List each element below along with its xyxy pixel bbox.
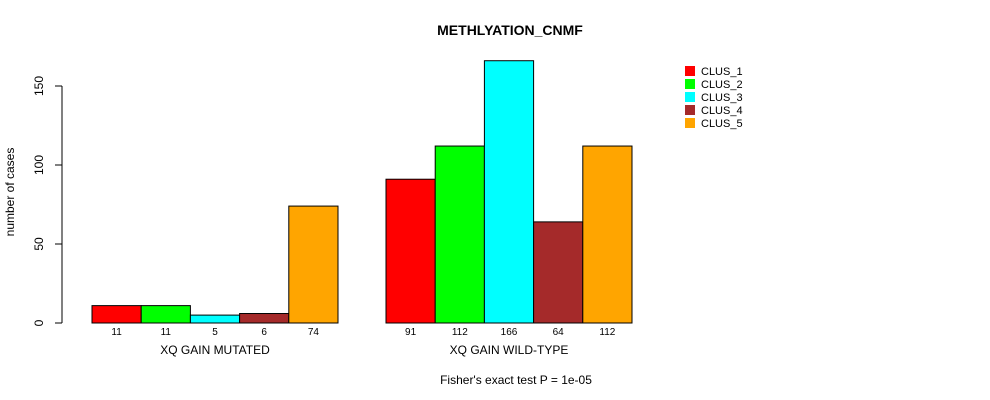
legend-swatch (685, 105, 695, 115)
chart-title: METHLYATION_CNMF (437, 22, 583, 38)
y-tick-label: 50 (32, 237, 46, 251)
count-label: 64 (553, 327, 565, 338)
count-labels: 11 11 5 6 74 91 112 166 64 112 (111, 327, 615, 338)
legend-label: CLUS_4 (701, 105, 743, 117)
group-labels: XQ GAIN MUTATED XQ GAIN WILD-TYPE (160, 343, 568, 357)
count-label: 5 (212, 327, 218, 338)
count-label: 11 (161, 327, 172, 338)
legend-swatch (685, 92, 695, 102)
bars (91, 60, 633, 324)
bar-clus-5-group-2 (582, 145, 633, 324)
legend-label: CLUS_1 (701, 66, 743, 78)
legend-label: CLUS_5 (701, 118, 743, 130)
group-label: XQ GAIN WILD-TYPE (450, 343, 569, 357)
y-ticks: 0 50 100 150 (32, 76, 62, 326)
legend-label: CLUS_2 (701, 79, 743, 91)
legend-swatch (685, 79, 695, 89)
group-label: XQ GAIN MUTATED (160, 343, 270, 357)
count-label: 166 (501, 327, 518, 338)
bar-clus-4-group-2 (533, 221, 584, 324)
bar-clus-4-group-1 (239, 313, 290, 324)
count-label: 6 (261, 327, 267, 338)
bar-clus-3-group-2 (483, 60, 535, 324)
count-label: 74 (308, 327, 320, 338)
bar-clus-5-group-1 (288, 205, 339, 324)
count-label: 11 (111, 327, 122, 338)
y-tick-label: 150 (32, 76, 46, 96)
count-label: 91 (405, 327, 417, 338)
legend-swatch (685, 66, 695, 76)
legend-label: CLUS_3 (701, 92, 743, 104)
bar-clus-1-group-1 (91, 305, 142, 324)
legend-swatch (685, 118, 695, 128)
y-tick-label: 0 (32, 319, 46, 326)
bar-clus-1-group-2 (385, 178, 436, 324)
fisher-test-footnote: Fisher's exact test P = 1e-05 (440, 373, 592, 387)
y-axis-label: number of cases (3, 148, 17, 237)
count-label: 112 (599, 327, 615, 338)
y-tick-label: 100 (32, 155, 46, 175)
bar-clus-2-group-1 (140, 305, 191, 324)
count-label: 112 (452, 327, 468, 338)
bar-clus-2-group-2 (434, 145, 485, 324)
bar-clus-3-group-1 (189, 314, 241, 324)
